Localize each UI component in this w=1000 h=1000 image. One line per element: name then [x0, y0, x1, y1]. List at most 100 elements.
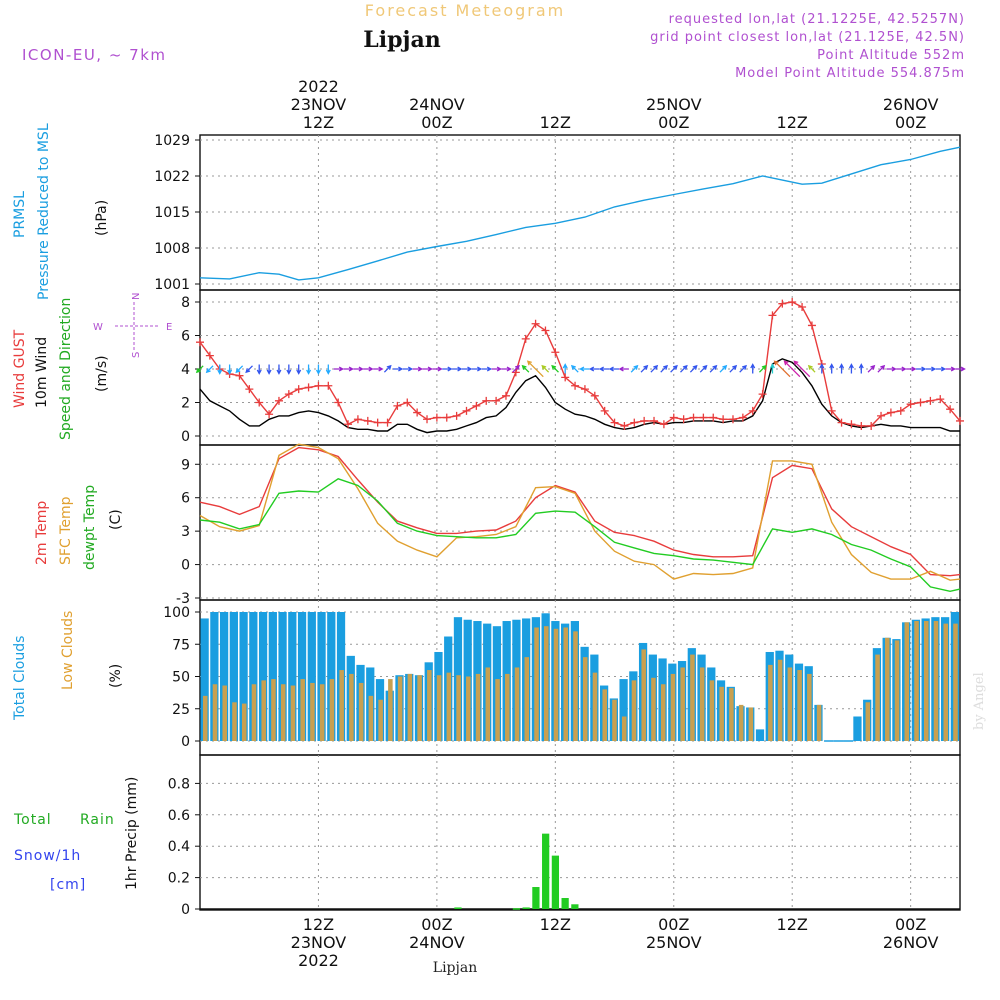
wind-arrow: [935, 366, 947, 372]
low-cloud-bar: [943, 623, 949, 741]
wind-arrow: [773, 360, 791, 378]
wind-arrow: [588, 366, 600, 372]
wind-arrow: [608, 366, 620, 372]
low-cloud-bar: [280, 684, 286, 741]
gust-marker: [768, 311, 777, 320]
wind-arrow: [217, 364, 223, 375]
y-tick-label-wind: 0: [181, 429, 190, 445]
clouds-unit: (%): [108, 664, 124, 688]
wind-arrow: [315, 364, 321, 375]
y-tick-label-wind: 8: [181, 295, 190, 311]
gust-marker: [521, 334, 530, 343]
gust-marker: [205, 351, 214, 360]
y-tick-label-precip: 0.2: [168, 871, 190, 887]
low-cloud-bar: [475, 673, 481, 741]
precip-unit: 1hr Precip (mm): [124, 777, 140, 890]
gust-marker: [650, 416, 659, 425]
low-cloud-bar: [582, 657, 588, 741]
total-cloud-bar: [297, 612, 307, 741]
gust-marker: [778, 299, 787, 308]
total-cloud-bar: [239, 612, 248, 741]
low-cloud-bar: [699, 667, 705, 741]
wind-arrow: [719, 364, 728, 373]
low-cloud-bar: [807, 673, 812, 741]
low-cloud-bar: [592, 672, 598, 741]
wind-arrow: [750, 363, 756, 374]
wind-speed-line: [199, 358, 960, 434]
low-cloud-bar: [456, 675, 461, 741]
time-label-bottom: 25NOV: [646, 933, 702, 952]
gust-marker: [373, 418, 382, 427]
time-label-bottom: 00Z: [421, 915, 452, 934]
rain-bar: [561, 898, 569, 909]
low-cloud-bar: [378, 699, 383, 741]
gust-marker: [265, 410, 274, 419]
footer-location: Lipjan: [433, 960, 477, 976]
gust-marker: [393, 401, 402, 410]
time-label-bottom: 23NOV: [291, 933, 347, 952]
low-cloud-bar: [202, 695, 208, 741]
wind-arrow: [680, 364, 688, 373]
low-cloud-bar: [787, 667, 793, 741]
low-cloud-bar: [602, 689, 607, 741]
gust-marker: [324, 381, 333, 390]
y-tick-label-precip: 0: [181, 902, 190, 918]
compass-w: W: [93, 322, 103, 333]
y-tick-label-clouds: 50: [172, 670, 190, 686]
wind-arrow: [570, 364, 579, 373]
gust-marker: [541, 326, 550, 335]
low-cloud-bar: [212, 684, 218, 741]
gust-marker: [571, 381, 580, 390]
wind-arrow: [925, 366, 937, 372]
wind-arrow: [709, 364, 718, 373]
time-label-top: 00Z: [658, 113, 689, 132]
temp-unit: (C): [108, 509, 124, 530]
wind-arrow: [512, 364, 520, 373]
total-cloud-bar: [229, 612, 238, 741]
low-cloud-bar: [651, 677, 656, 741]
gust-marker: [689, 413, 698, 422]
gust-marker: [432, 413, 441, 422]
panel-frame-wind: [199, 289, 961, 446]
total-cloud-bar: [755, 729, 765, 741]
low-cloud-bar: [329, 679, 335, 741]
gust-marker: [383, 418, 392, 427]
wind-arrow: [325, 364, 331, 375]
wind-arrow: [343, 366, 354, 372]
wind-unit: (m/s): [94, 355, 110, 392]
low-cloud-bar: [719, 686, 724, 741]
gust-marker: [274, 396, 283, 405]
total-cloud-bar: [327, 612, 336, 741]
y-tick-label-precip: 0.6: [168, 808, 190, 824]
gust-marker: [452, 411, 461, 420]
low-cloud-bar: [573, 631, 578, 741]
time-label-bottom: 24NOV: [409, 933, 465, 952]
wind-arrow: [481, 366, 493, 372]
low-cloud-bar: [875, 654, 880, 741]
y-tick-label-temp: 9: [181, 457, 190, 473]
wind-arrow: [266, 364, 272, 375]
wind-arrow: [195, 365, 204, 374]
gust-marker: [630, 418, 639, 427]
y-tick-label-wind: 4: [181, 362, 190, 378]
pressure-unit: (hPa): [94, 200, 110, 236]
gust-marker: [344, 420, 353, 429]
wind-arrow: [461, 366, 473, 372]
wind-arrow: [412, 366, 423, 372]
wind-arrow: [807, 364, 816, 373]
low-cloud-bar: [397, 676, 403, 741]
low-cloud-bar: [534, 627, 539, 741]
gust-marker: [294, 385, 303, 394]
compass-rose: N S W E: [93, 293, 172, 358]
wind-arrow: [783, 360, 801, 378]
wind-arrow: [793, 360, 811, 378]
total-cloud-bar: [278, 612, 287, 741]
time-label-bottom: 00Z: [895, 915, 926, 934]
low-cloud-bar: [768, 664, 773, 741]
wind-arrow: [353, 366, 364, 372]
low-cloud-bar: [738, 704, 744, 741]
low-cloud-bar: [485, 667, 491, 741]
gust-marker: [798, 303, 807, 312]
